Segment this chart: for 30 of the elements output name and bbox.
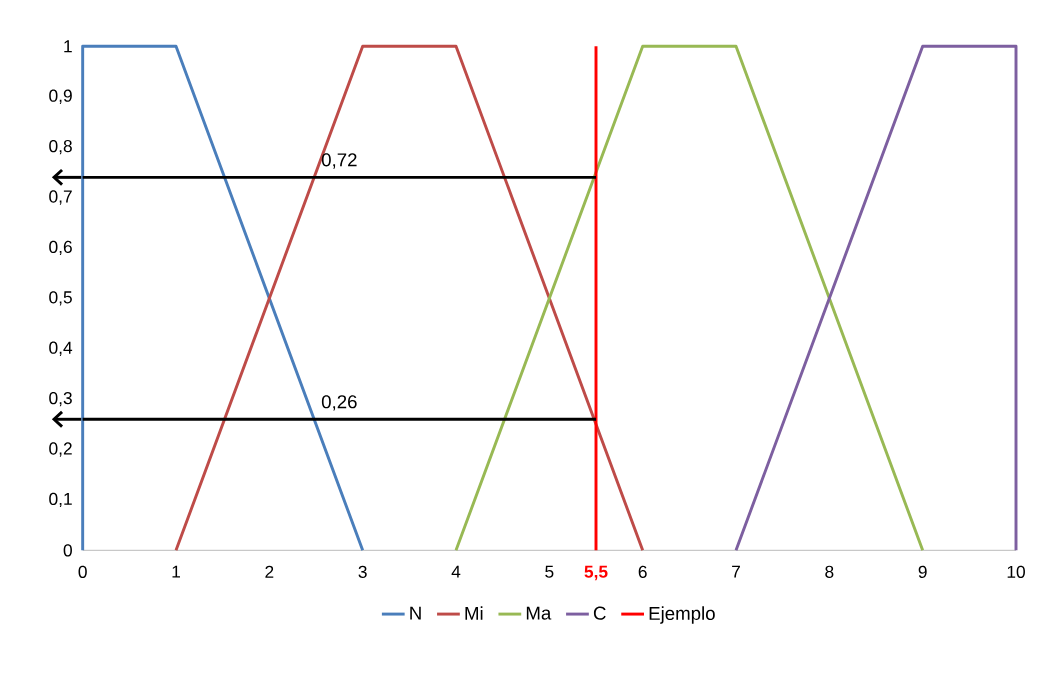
x-tick-label: 5	[545, 565, 554, 578]
legend-label: Mi	[465, 606, 483, 620]
annotation: 0,72	[321, 153, 357, 169]
x-tick-label: 4	[451, 565, 461, 578]
y-tick-label: 0	[63, 544, 72, 557]
legend-label: Ma	[526, 606, 552, 620]
x-tick-label: 3	[358, 565, 367, 578]
y-tick-label: 0,1	[49, 492, 72, 508]
x-tick-label: 1	[172, 565, 180, 578]
y-tick-label: 0,5	[49, 291, 72, 306]
legend-label: Ejemplo	[649, 606, 715, 624]
x-tick-label: 0	[78, 565, 87, 578]
x-tick-label: 9	[918, 565, 927, 578]
x-tick-label: 2	[265, 565, 274, 578]
y-tick-label: 0,7	[49, 190, 72, 205]
y-tick-label: 0,8	[49, 139, 72, 155]
y-tick-label: 0,2	[49, 442, 72, 457]
y-tick-label: 0,3	[49, 391, 72, 407]
legend-label: C	[593, 606, 606, 620]
y-tick-label: 0,4	[49, 341, 73, 356]
x-tick-label: 7	[732, 565, 740, 578]
legend-label: N	[410, 606, 421, 620]
y-tick-label: 0,9	[49, 89, 72, 104]
x-tick-label: 6	[638, 565, 647, 578]
y-tick-label: 0,6	[49, 240, 72, 256]
x-tick-label: 10	[1007, 565, 1025, 578]
x-tick-label: 8	[825, 565, 834, 578]
y-tick-label: 1	[64, 40, 72, 53]
x-tick-label: 5,5	[584, 565, 608, 581]
annotation: 0,26	[321, 395, 357, 411]
